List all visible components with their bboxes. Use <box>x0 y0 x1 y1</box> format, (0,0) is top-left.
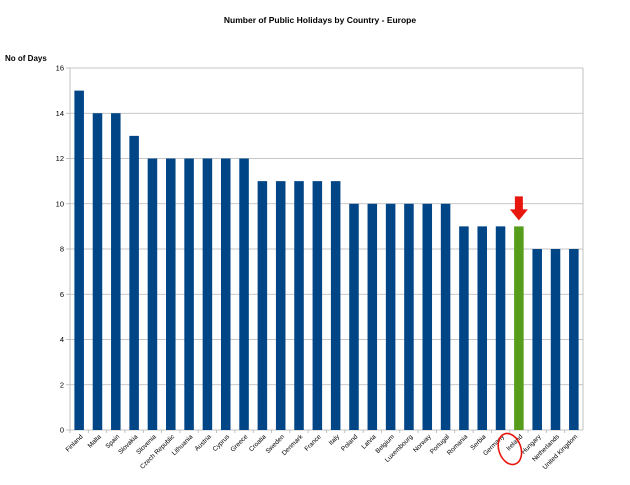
bar-slovenia <box>147 158 158 430</box>
bar-croatia <box>257 181 268 430</box>
bar-netherlands <box>550 249 561 430</box>
y-tick-labels: 0 2 4 6 8 10 12 14 16 <box>56 64 64 435</box>
bar-spain <box>111 113 121 430</box>
y-tick-label-14: 14 <box>56 109 64 118</box>
bar-czech-republic <box>166 158 176 430</box>
bar-malta <box>92 113 103 430</box>
bar-austria <box>202 158 213 430</box>
bar-lithuania <box>184 158 194 430</box>
bar-italy <box>330 181 341 430</box>
chart-title: Number of Public Holidays by Country - E… <box>224 15 416 25</box>
x-tick-label-greece: Greece <box>229 433 249 453</box>
bar-hungary <box>532 249 542 430</box>
bar-belgium <box>385 203 396 430</box>
annotations <box>497 196 528 466</box>
bar-norway <box>422 203 433 430</box>
axes <box>69 68 584 433</box>
highlight-arrow-icon <box>509 196 528 221</box>
y-tick-label-8: 8 <box>60 245 64 254</box>
x-tick-label-austria: Austria <box>194 433 214 453</box>
y-tick-label-16: 16 <box>56 64 64 73</box>
y-tick-label-12: 12 <box>56 154 64 163</box>
y-tick-label-4: 4 <box>60 335 64 344</box>
x-tick-label-denmark: Denmark <box>281 433 305 457</box>
y-tick-label-2: 2 <box>60 380 64 389</box>
x-tick-label-france: France <box>303 433 323 453</box>
x-tick-label-poland: Poland <box>340 433 360 453</box>
bars <box>74 90 579 430</box>
highlight-circle <box>497 432 523 466</box>
x-tick-label-cyprus: Cyprus <box>212 433 232 453</box>
bar-united-kingdom <box>569 249 579 430</box>
bar-cyprus <box>220 158 231 430</box>
bar-serbia <box>477 226 487 430</box>
bar-poland <box>349 203 359 430</box>
bar-slovakia <box>129 135 139 430</box>
y-tick-label-6: 6 <box>60 290 64 299</box>
x-tick-label-finland: Finland <box>65 433 85 453</box>
bar-romania <box>459 226 469 430</box>
bar-germany <box>495 226 506 430</box>
y-axis-label: No of Days <box>5 54 47 63</box>
gridlines <box>66 67 583 431</box>
x-tick-label-spain: Spain <box>105 433 122 450</box>
x-tick-label-romania: Romania <box>446 433 470 457</box>
bar-latvia <box>367 203 378 430</box>
bar-denmark <box>294 181 304 430</box>
bar-luxembourg <box>404 203 414 430</box>
x-tick-label-malta: Malta <box>87 433 103 449</box>
y-tick-label-10: 10 <box>56 199 64 208</box>
bar-france <box>312 181 323 430</box>
x-tick-label-united-kingdom: United Kingdom <box>542 433 580 471</box>
bar-portugal <box>440 203 451 430</box>
y-tick-label-0: 0 <box>60 426 64 435</box>
x-tick-label-italy: Italy <box>328 433 342 447</box>
bar-finland <box>74 90 84 430</box>
bar-greece <box>239 158 249 430</box>
bar-ireland <box>514 226 524 430</box>
bar-sweden <box>275 181 286 430</box>
